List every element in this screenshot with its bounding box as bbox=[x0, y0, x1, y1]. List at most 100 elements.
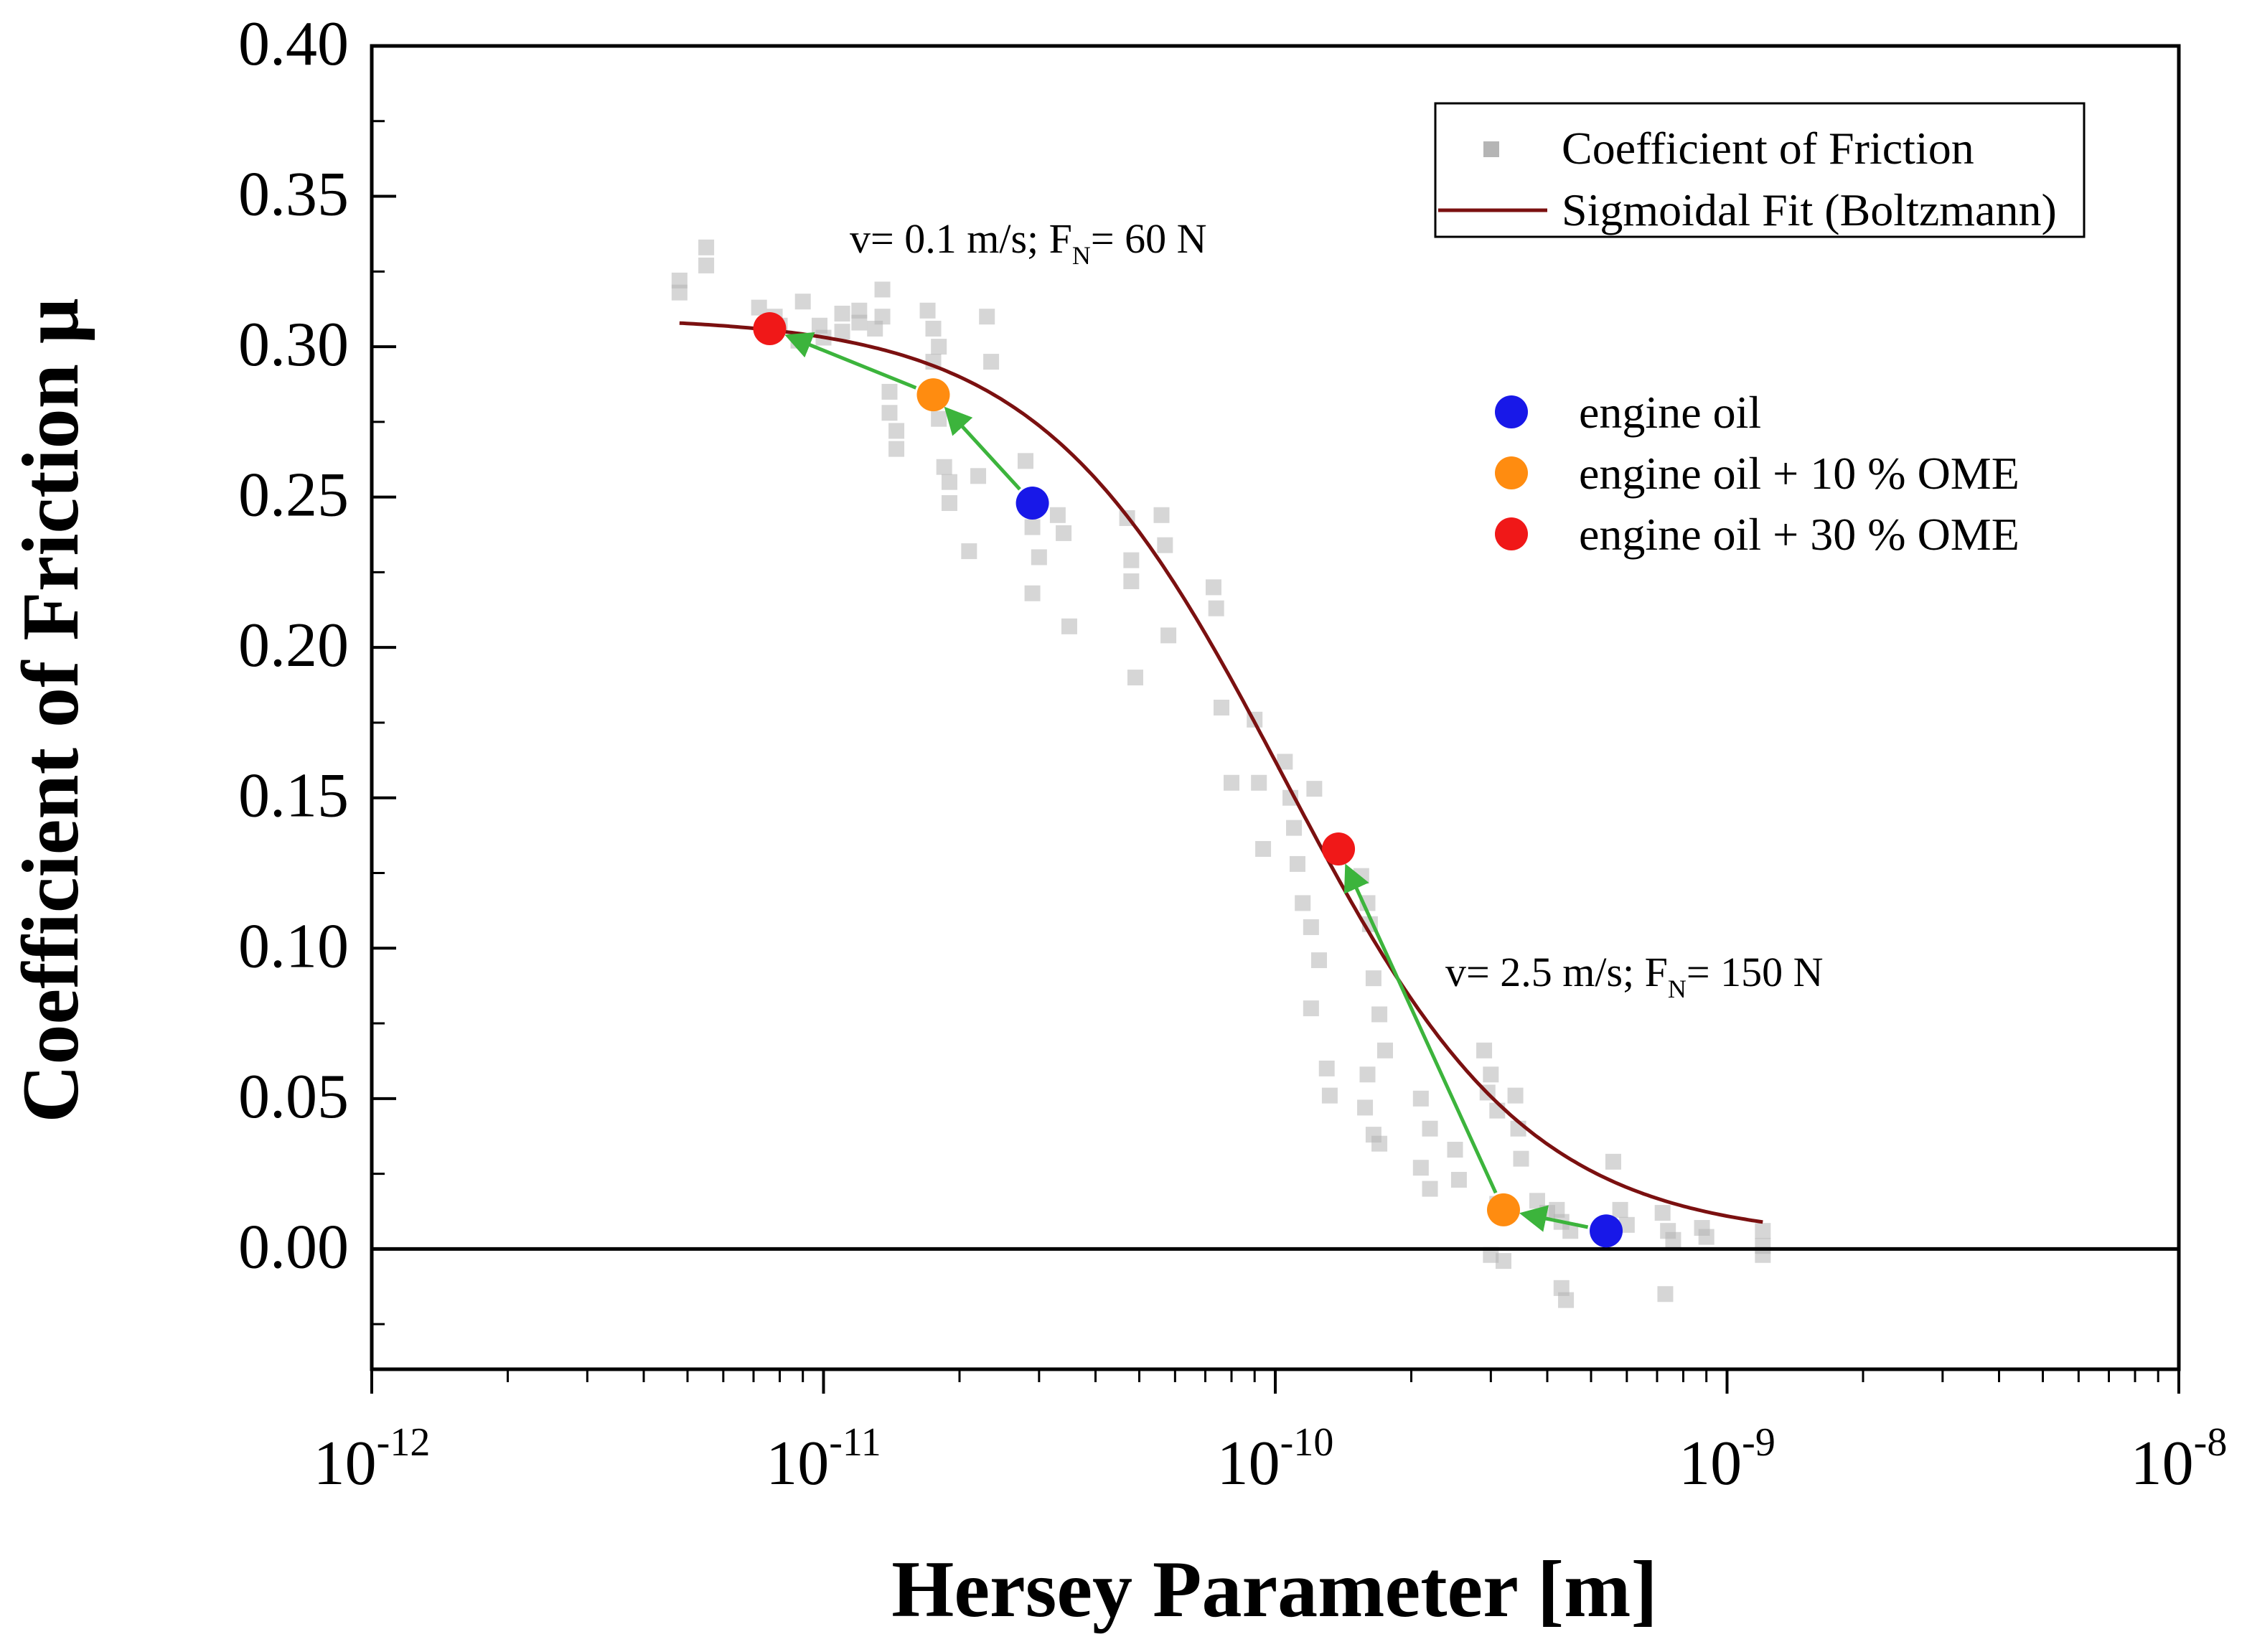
legend-frame bbox=[1434, 102, 2086, 238]
scatter-point bbox=[698, 239, 715, 255]
scatter-point bbox=[1553, 1280, 1570, 1296]
scatter-point bbox=[1031, 549, 1047, 565]
scatter-point bbox=[1318, 1060, 1335, 1076]
trend-arrow bbox=[944, 406, 1021, 491]
scatter-point bbox=[1049, 507, 1066, 523]
scatter-point bbox=[1311, 952, 1328, 969]
scatter-point bbox=[1295, 895, 1311, 911]
scatter-point bbox=[1303, 919, 1319, 935]
scatter-point bbox=[919, 302, 936, 319]
scatter-point bbox=[1422, 1120, 1438, 1137]
legend-label-cof: Coefficient of Friction bbox=[1562, 123, 1974, 174]
scatter-point bbox=[1483, 1066, 1499, 1083]
x-tick-exponent: -10 bbox=[1280, 1420, 1334, 1465]
scatter-point bbox=[1303, 1000, 1319, 1017]
annotation-high-speed-sub: N bbox=[1668, 975, 1687, 1003]
scatter-point bbox=[851, 302, 868, 319]
scatter-point bbox=[1513, 1150, 1529, 1167]
scatter-point bbox=[1755, 1247, 1771, 1263]
scatter-point bbox=[1359, 1066, 1376, 1083]
annotation-high-speed-tail: = 150 N bbox=[1687, 949, 1824, 995]
scatter-point bbox=[1549, 1201, 1565, 1218]
scatter-point bbox=[1612, 1201, 1628, 1218]
x-tick-label: 10-9 bbox=[1679, 1420, 1775, 1498]
scatter-point bbox=[1208, 600, 1224, 616]
scatter-point bbox=[1223, 774, 1239, 791]
x-tick-base: 10 bbox=[766, 1429, 829, 1498]
scatter-point bbox=[931, 410, 947, 427]
x-tick-exponent: -12 bbox=[377, 1420, 431, 1465]
x-tick-base: 10 bbox=[2131, 1429, 2194, 1498]
y-tick-label: 0.15 bbox=[238, 761, 349, 831]
legend-ome30-marker bbox=[1495, 517, 1528, 550]
legend-ome30-label: engine oil + 30 % OME bbox=[1579, 509, 2020, 560]
y-tick-label: 0.10 bbox=[238, 911, 349, 981]
scatter-point bbox=[1017, 453, 1033, 469]
scatter-point bbox=[1605, 1153, 1621, 1170]
scatter-point bbox=[1160, 627, 1177, 644]
scatter-point bbox=[794, 294, 811, 310]
scatter-point bbox=[1562, 1223, 1579, 1239]
scatter-point bbox=[941, 495, 957, 512]
x-tick-base: 10 bbox=[1217, 1429, 1280, 1498]
scatter-point bbox=[1476, 1042, 1493, 1059]
scatter-point bbox=[1412, 1090, 1429, 1107]
highlight-point bbox=[916, 378, 950, 412]
y-tick-label: 0.35 bbox=[238, 160, 349, 230]
scatter-point bbox=[1286, 820, 1303, 836]
scatter-point bbox=[1422, 1181, 1438, 1197]
scatter-point bbox=[1665, 1231, 1681, 1248]
scatter-point bbox=[1321, 1087, 1338, 1104]
scatter-point bbox=[1558, 1292, 1575, 1308]
trend-arrow bbox=[1519, 1205, 1589, 1232]
scatter-point bbox=[961, 543, 977, 560]
scatter-point bbox=[874, 281, 891, 298]
y-axis-title: Coefficient of Friction μ bbox=[6, 299, 95, 1123]
x-tick-base: 10 bbox=[314, 1429, 377, 1498]
scatter-point bbox=[1447, 1142, 1463, 1158]
scatter-point bbox=[1255, 840, 1272, 857]
scatter-point bbox=[888, 441, 905, 457]
scatter-point bbox=[1365, 970, 1381, 987]
trend-arrow bbox=[784, 332, 917, 390]
x-tick-exponent: -8 bbox=[2194, 1420, 2228, 1465]
scatter-point bbox=[1618, 1216, 1635, 1233]
scatter-point bbox=[1507, 1087, 1524, 1104]
x-tick-base: 10 bbox=[1679, 1429, 1742, 1498]
scatter-point bbox=[1213, 700, 1229, 715]
highlight-point bbox=[1486, 1193, 1520, 1226]
annotation-low-speed-sub: N bbox=[1072, 241, 1091, 270]
annotation-high-speed: v= 2.5 m/s; FN= 150 N bbox=[1445, 949, 1824, 1003]
scatter-point bbox=[1061, 618, 1077, 634]
scatter-point bbox=[888, 423, 905, 439]
trend-arrow bbox=[1343, 863, 1498, 1194]
legend-scatter-marker bbox=[1483, 141, 1499, 157]
y-tick-label: 0.00 bbox=[238, 1212, 349, 1282]
annotation-high-speed-text: v= 2.5 m/s; F bbox=[1445, 949, 1668, 995]
scatter-point bbox=[1056, 525, 1072, 541]
point-legend: engine oil engine oil + 10 % OME engine … bbox=[1495, 387, 2020, 560]
scatter-point bbox=[867, 320, 883, 337]
legend-ome10-label: engine oil + 10 % OME bbox=[1579, 448, 2020, 499]
y-tick-label: 0.25 bbox=[238, 461, 349, 530]
scatter-point bbox=[1450, 1171, 1467, 1188]
highlight-point bbox=[1590, 1214, 1623, 1248]
scatter-point bbox=[1698, 1229, 1714, 1245]
scatter-point bbox=[671, 284, 688, 301]
x-axis-title: Hersey Parameter [m] bbox=[891, 1545, 1658, 1634]
scatter-point bbox=[1657, 1286, 1674, 1303]
annotation-low-speed-text: v= 0.1 m/s; F bbox=[850, 215, 1072, 262]
scatter-point bbox=[671, 272, 688, 288]
scatter-point bbox=[1277, 754, 1293, 770]
scatter-point bbox=[1495, 1253, 1511, 1269]
axes: 0.000.050.100.150.200.250.300.350.4010-1… bbox=[238, 9, 2227, 1498]
x-tick-exponent: -9 bbox=[1742, 1420, 1775, 1465]
y-tick-label: 0.20 bbox=[238, 611, 349, 680]
scatter-point bbox=[925, 320, 942, 337]
scatter-point bbox=[931, 339, 947, 355]
scatter-point bbox=[1127, 670, 1143, 686]
scatter-point bbox=[1123, 552, 1140, 568]
scatter-point bbox=[1024, 519, 1041, 535]
